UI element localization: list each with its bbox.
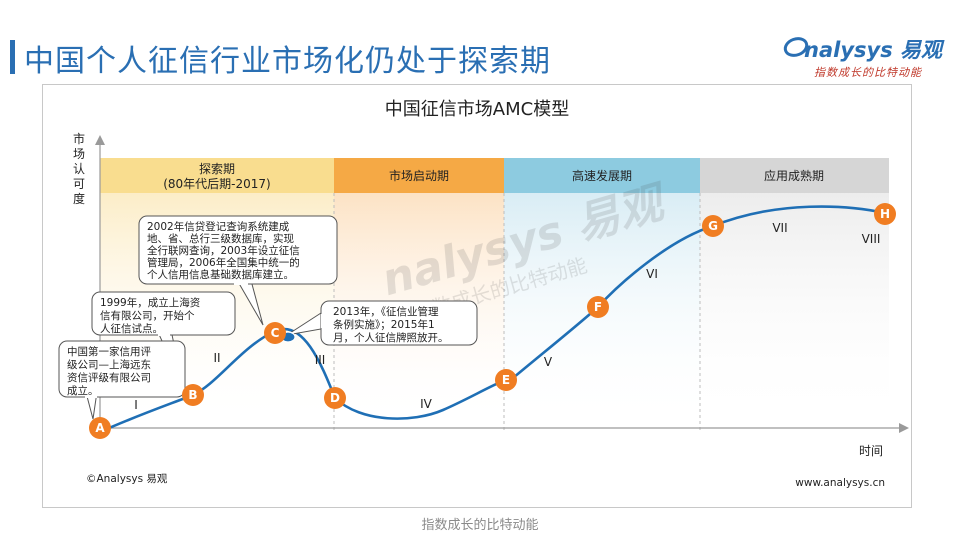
callout-text: 条例实施》；2015年1: [333, 318, 435, 331]
milestone-label: G: [708, 219, 718, 233]
callout-text: 月，个人征信牌照放开。: [333, 331, 449, 344]
callout-join: [158, 331, 170, 336]
callout-text: 个人信用信息基础数据库建立。: [147, 268, 294, 281]
callout-text: 1999年，成立上海资: [100, 296, 200, 309]
page-footer: 指数成长的比特动能: [421, 518, 539, 533]
phase-label: IV: [420, 397, 433, 411]
milestone-label: E: [502, 373, 510, 387]
milestone-point: [702, 215, 724, 237]
milestone-label: A: [95, 421, 105, 435]
callout-text: 信有限公司，开始个: [100, 309, 195, 322]
milestone-point: [264, 322, 286, 344]
y-axis-label-char: 市: [73, 131, 85, 146]
callout-text: 资信评级有限公司: [67, 371, 151, 384]
milestone-point: [89, 417, 111, 439]
milestone-label: C: [271, 326, 280, 340]
stage-band-startup: [334, 158, 504, 193]
callout-text: 中国第一家信用评: [67, 345, 151, 358]
callout-join: [321, 314, 324, 328]
milestone-point: [587, 296, 609, 318]
y-axis-label-char: 度: [73, 191, 85, 206]
phase-label: II: [213, 351, 220, 365]
x-axis-arrow-icon: [899, 423, 909, 433]
callout-text: 全行联网查询，2003年设立征信: [147, 244, 300, 257]
callout-text: 成立。: [67, 384, 99, 397]
logo-tagline: 指数成长的比特动能: [814, 66, 922, 79]
milestone-label: H: [880, 207, 890, 221]
milestone-label: B: [188, 388, 197, 402]
title-accent-bar: [10, 40, 15, 74]
callout-text: 2002年信贷登记查询系统建成: [147, 220, 290, 233]
stage-label: 市场启动期: [389, 168, 449, 183]
stage-shade-mature: [700, 193, 889, 425]
y-axis-label-char: 场: [73, 147, 85, 161]
callout-box: [58, 340, 186, 398]
phase-label: VIII: [862, 232, 881, 246]
phase-label: VI: [646, 267, 658, 281]
diagram-panel: 中国征信市场AMC模型 探索期 (80年代后期-2017) 市场启动期 高速发展…: [42, 84, 912, 508]
stage-sublabel: (80年代后期-2017): [163, 177, 271, 191]
y-axis-label-char: 认: [73, 162, 85, 176]
amc-model-diagram: 中国征信市场AMC模型 探索期 (80年代后期-2017) 市场启动期 高速发展…: [58, 99, 909, 489]
callout-text: 管理局，2006年全国集中统一的: [147, 256, 300, 269]
copyright: ©Analysys 易观: [86, 473, 168, 485]
stage-band-mature: [700, 158, 889, 193]
callout-text: 地、省、总行三级数据库，实现: [147, 232, 294, 245]
milestone-label: D: [330, 391, 340, 405]
milestone-point: [182, 384, 204, 406]
stage-label: 探索期: [199, 162, 235, 176]
brand-logo: nalysys 易观 指数成长的比特动能: [783, 34, 946, 82]
logo-brand: nalysys 易观: [804, 38, 943, 62]
callout-text: 人征信试点。: [100, 323, 163, 335]
milestone-label: F: [594, 300, 602, 314]
callout-text: 2013年，《征信业管理: [333, 305, 439, 318]
callout-join: [85, 393, 97, 398]
logo-ring-icon: [783, 37, 809, 57]
callout-join: [234, 280, 248, 285]
stage-label: 高速发展期: [572, 168, 632, 183]
x-axis-label: 时间: [859, 444, 883, 458]
phase-label: III: [315, 353, 326, 367]
stage-label: 应用成熟期: [764, 168, 824, 183]
y-axis-arrow-icon: [95, 135, 105, 145]
phase-label: VII: [772, 221, 787, 235]
website: www.analysys.cn: [795, 477, 885, 489]
page-title: 中国个人征信行业市场化仍处于探索期: [24, 44, 551, 79]
diagram-title: 中国征信市场AMC模型: [385, 99, 569, 120]
y-axis-label-char: 可: [73, 177, 85, 191]
milestone-point: [495, 369, 517, 391]
stage-band-growth: [504, 158, 700, 193]
milestone-point: [874, 203, 896, 225]
callout-text: 级公司—上海远东: [67, 358, 151, 371]
phase-label: I: [134, 398, 138, 412]
phase-label: V: [544, 355, 553, 369]
stage-band-exploration: [100, 158, 334, 193]
milestone-point: [324, 387, 346, 409]
